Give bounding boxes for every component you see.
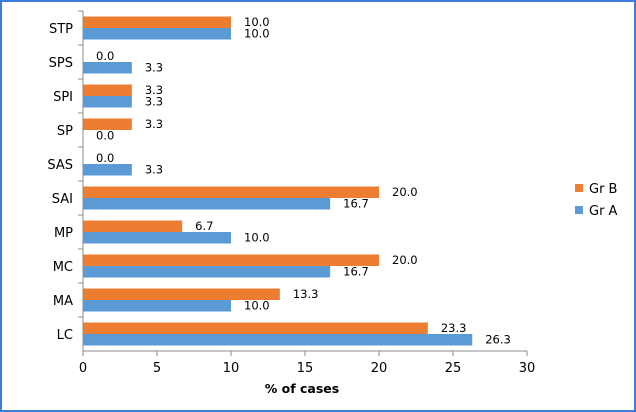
legend-swatch-gr-b <box>575 184 583 192</box>
bar-gr-a-sas <box>83 164 132 176</box>
data-label-gr-b-spi: 3.3 <box>145 83 163 97</box>
data-label-gr-a-sas: 3.3 <box>145 163 163 177</box>
bar-gr-b-ma <box>83 288 280 300</box>
bar-gr-a-sai <box>83 198 331 210</box>
bar-gr-b-stp <box>83 16 231 28</box>
category-label-ma: MA <box>53 294 73 309</box>
data-label-gr-a-lc: 26.3 <box>485 333 511 347</box>
legend-swatch-gr-a <box>575 206 583 214</box>
data-label-gr-a-sps: 3.3 <box>145 61 163 75</box>
bar-gr-b-lc <box>83 322 428 334</box>
bar-gr-b-sp <box>83 118 132 130</box>
data-label-gr-b-lc: 23.3 <box>441 321 467 335</box>
category-label-mp: MP <box>54 226 73 241</box>
bar-gr-a-ma <box>83 300 231 312</box>
data-label-gr-a-spi: 3.3 <box>145 95 163 109</box>
legend-label-gr-a: Gr A <box>589 204 618 219</box>
data-label-gr-a-mp: 10.0 <box>244 231 270 245</box>
bar-gr-a-mp <box>83 232 231 244</box>
x-tick-label-0: 0 <box>79 361 87 376</box>
bar-gr-b-spi <box>83 84 132 96</box>
legend: Gr B Gr A <box>575 182 618 219</box>
x-tick-label-5: 5 <box>153 361 161 376</box>
labels-layer: 23.3 26.3 LC 13.3 10.0 MA 20.0 16.7 MC 6.7 10.0 MP 2… <box>47 10 536 376</box>
data-label-gr-b-sps: 0.0 <box>96 49 114 63</box>
data-label-gr-b-sas: 0.0 <box>96 151 114 165</box>
category-label-sas: SAS <box>47 158 73 173</box>
bars-layer <box>83 16 473 346</box>
x-tick-label-15: 15 <box>297 361 314 376</box>
data-label-gr-b-mp: 6.7 <box>195 219 213 233</box>
x-tick-label-20: 20 <box>371 361 388 376</box>
bar-gr-b-sai <box>83 186 379 198</box>
category-label-lc: LC <box>57 328 73 343</box>
data-label-gr-a-sp: 0.0 <box>96 129 114 143</box>
data-label-gr-b-sai: 20.0 <box>392 185 418 199</box>
legend-label-gr-b: Gr B <box>589 182 617 197</box>
bar-gr-a-mc <box>83 266 331 278</box>
data-label-gr-a-sai: 16.7 <box>343 197 369 211</box>
category-label-sp: SP <box>57 124 73 139</box>
x-tick-label-30: 30 <box>519 361 536 376</box>
bar-gr-a-stp <box>83 28 231 40</box>
category-label-sai: SAI <box>52 192 73 207</box>
data-label-gr-a-mc: 16.7 <box>343 265 369 279</box>
data-label-gr-b-ma: 13.3 <box>293 287 319 301</box>
category-label-spi: SPI <box>53 90 73 105</box>
data-label-gr-a-ma: 10.0 <box>244 299 270 313</box>
data-label-gr-a-stp: 10.0 <box>244 27 270 41</box>
bar-gr-a-lc <box>83 334 473 346</box>
bar-gr-b-mp <box>83 220 183 232</box>
bar-gr-a-spi <box>83 96 132 108</box>
data-label-gr-b-sp: 3.3 <box>145 117 163 131</box>
x-tick-label-10: 10 <box>223 361 240 376</box>
category-label-mc: MC <box>53 260 73 275</box>
data-label-gr-b-mc: 20.0 <box>392 253 418 267</box>
data-label-gr-b-stp: 10.0 <box>244 15 270 29</box>
x-axis-title: % of cases <box>265 381 339 396</box>
x-tick-label-25: 25 <box>445 361 462 376</box>
category-label-stp: STP <box>49 22 73 37</box>
category-label-sps: SPS <box>49 56 73 71</box>
bar-gr-b-mc <box>83 254 379 266</box>
bar-gr-a-sps <box>83 62 132 74</box>
